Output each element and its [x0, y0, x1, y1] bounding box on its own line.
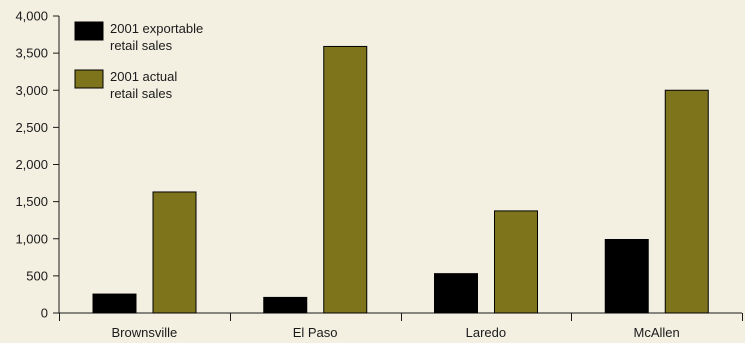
y-tick-label: 1,500	[15, 194, 48, 209]
y-tick-label: 500	[26, 268, 48, 283]
bar-actual-sales	[664, 89, 709, 314]
legend: 2001 exportable retail sales 2001 actual re…	[74, 21, 203, 101]
x-tick-label: McAllen	[634, 325, 680, 340]
y-tick-label: 0	[41, 306, 48, 321]
y-tick-label: 2,500	[15, 120, 48, 135]
axes: 0 500 1,000 1,500 2,000 2,500 3,000 3,500 4,000 B…	[15, 9, 743, 340]
bars	[92, 45, 709, 314]
legend-label: 2001 exportable	[110, 21, 203, 36]
y-tick-label: 2,000	[15, 157, 48, 172]
x-tick-label: El Paso	[293, 325, 338, 340]
bar-exportable-sales	[92, 293, 137, 314]
legend-label: 2001 actual	[110, 69, 177, 84]
legend-swatch-actual	[74, 69, 104, 89]
bar-exportable-sales	[434, 273, 478, 314]
y-tick-label: 4,000	[15, 9, 48, 24]
bar-actual-sales	[323, 45, 368, 314]
y-tick-label: 1,000	[15, 231, 48, 246]
y-tick-label: 3,500	[15, 46, 48, 61]
legend-label: retail sales	[110, 86, 173, 101]
bar-exportable-sales	[263, 296, 308, 314]
legend-swatch-exportable	[74, 21, 104, 41]
bar-actual-sales	[494, 210, 538, 314]
x-tick-label: Laredo	[466, 325, 506, 340]
bar-actual-sales	[152, 191, 197, 314]
y-tick-label: 3,000	[15, 83, 48, 98]
bar-exportable-sales	[604, 238, 649, 314]
legend-label: retail sales	[110, 38, 173, 53]
x-tick-label: Brownsville	[112, 325, 178, 340]
